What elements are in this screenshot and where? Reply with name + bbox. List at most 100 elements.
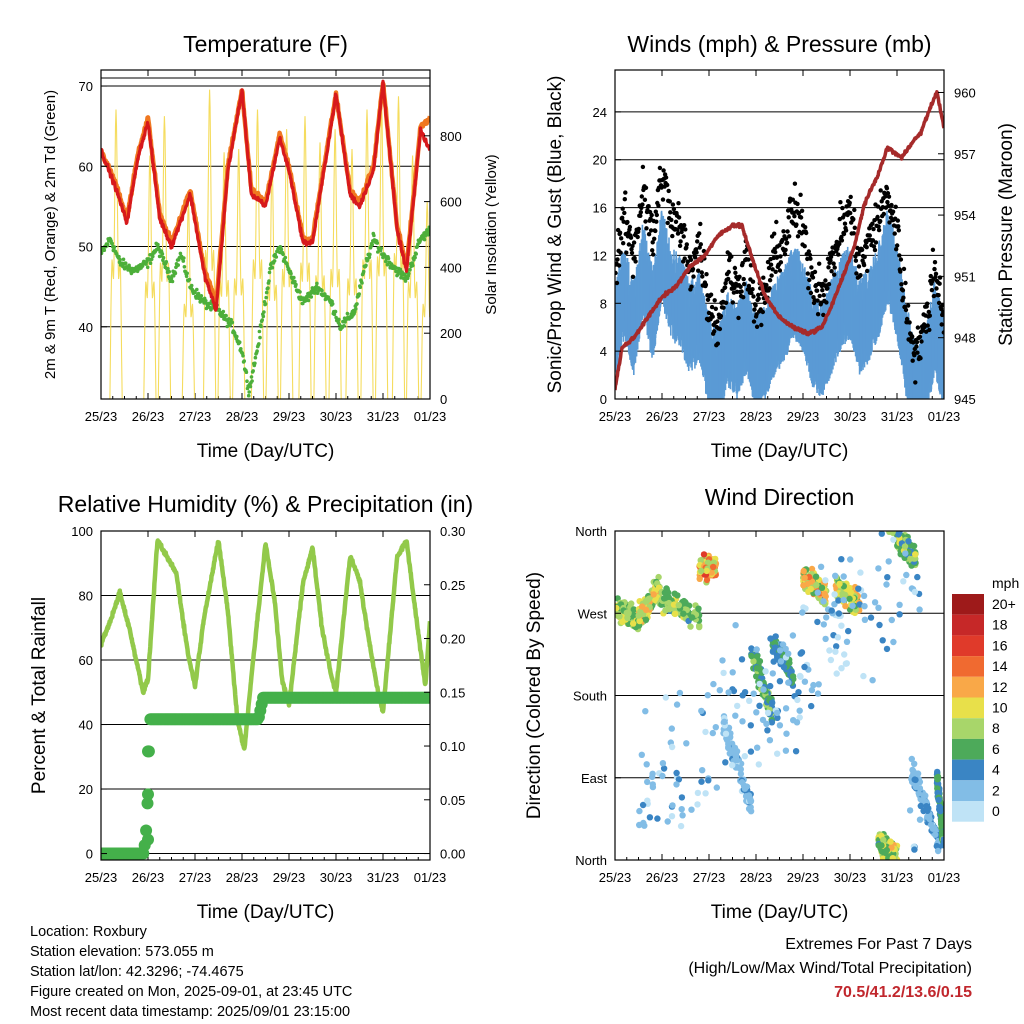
gust-point bbox=[739, 289, 744, 294]
dewpoint-point bbox=[225, 324, 229, 329]
dewpoint-point bbox=[121, 257, 126, 262]
gust-point bbox=[876, 227, 882, 233]
gust-point bbox=[821, 293, 826, 298]
solar-insolation-line bbox=[360, 109, 374, 399]
temperature-plot-area bbox=[101, 79, 430, 399]
gust-point bbox=[810, 275, 816, 280]
wind-direction-point bbox=[753, 646, 760, 653]
gust-point bbox=[926, 309, 931, 315]
gust-point bbox=[907, 320, 912, 325]
wind-direction-point bbox=[748, 652, 755, 660]
gust-point bbox=[705, 297, 711, 302]
winds-xtick-label: 27/23 bbox=[693, 409, 726, 424]
dewpoint-point bbox=[292, 275, 296, 280]
gust-point bbox=[640, 202, 645, 207]
gust-point bbox=[915, 325, 921, 330]
gust-point bbox=[704, 272, 709, 277]
dewpoint-point bbox=[305, 294, 309, 299]
dewpoint-point bbox=[360, 281, 364, 285]
gust-point bbox=[892, 231, 897, 236]
direction-xtick-label: 25/23 bbox=[599, 870, 632, 885]
dewpoint-point bbox=[224, 313, 228, 318]
gust-point bbox=[824, 300, 829, 305]
gust-point bbox=[652, 236, 657, 241]
gust-point bbox=[677, 243, 683, 248]
wind-direction-point bbox=[908, 755, 915, 763]
dewpoint-point bbox=[312, 291, 317, 295]
solar-insolation-line bbox=[202, 89, 217, 399]
dewpoint-point bbox=[230, 320, 235, 325]
gust-point bbox=[792, 214, 797, 219]
winds-y2tick-label: 954 bbox=[954, 208, 976, 223]
dewpoint-point bbox=[283, 255, 288, 260]
humidity-frame bbox=[100, 530, 431, 861]
gust-point bbox=[936, 300, 942, 306]
dewpoint-point bbox=[407, 271, 411, 276]
dewpoint-point bbox=[237, 340, 242, 345]
dewpoint-point bbox=[178, 251, 183, 256]
dewpoint-point bbox=[355, 302, 359, 306]
gust-point bbox=[732, 265, 738, 271]
humidity-xtick-label: 01/23 bbox=[414, 870, 447, 885]
gust-point bbox=[901, 266, 907, 272]
wind-direction-point bbox=[674, 592, 681, 599]
temperature-title: Temperature (F) bbox=[183, 31, 348, 57]
dewpoint-point bbox=[217, 307, 222, 312]
gust-point bbox=[633, 259, 638, 264]
wind-direction-point bbox=[934, 847, 942, 855]
wind-direction-point bbox=[741, 753, 748, 760]
dewpoint-point bbox=[320, 288, 324, 293]
humidity-ytick-label: 80 bbox=[79, 589, 93, 604]
dewpoint-point bbox=[270, 265, 275, 270]
gust-point bbox=[620, 215, 625, 220]
wind-direction-point bbox=[643, 597, 650, 605]
solar-insolation-line bbox=[157, 116, 172, 399]
gust-point bbox=[696, 268, 701, 273]
winds-title: Winds (mph) & Pressure (mb) bbox=[627, 31, 931, 57]
wind-direction-point bbox=[703, 576, 711, 584]
wind-direction-point bbox=[642, 616, 650, 623]
gust-point bbox=[710, 314, 715, 319]
dewpoint-point bbox=[294, 282, 298, 287]
gust-point bbox=[654, 212, 659, 218]
wind-direction-point bbox=[663, 586, 670, 593]
gust-point bbox=[628, 235, 634, 240]
temperature-panel: Temperature (F) Time (Day/UTC) 25/23 26/23 2… bbox=[42, 31, 500, 462]
gust-point bbox=[635, 234, 640, 240]
direction-xtick-label: 26/23 bbox=[646, 870, 679, 885]
gust-point bbox=[862, 254, 867, 260]
wind-direction-point bbox=[890, 536, 897, 543]
solar-insolation-line bbox=[279, 129, 294, 399]
gust-point bbox=[806, 249, 811, 254]
wind-direction-point bbox=[628, 600, 635, 607]
humidity-xtick-label: 25/23 bbox=[85, 870, 118, 885]
gust-point bbox=[929, 287, 935, 293]
dewpoint-point bbox=[263, 302, 268, 306]
gust-point bbox=[667, 199, 672, 204]
gust-point bbox=[815, 312, 821, 317]
gust-point bbox=[843, 228, 849, 233]
gust-point bbox=[646, 204, 651, 209]
gust-point bbox=[701, 248, 707, 254]
direction-title: Wind Direction bbox=[705, 484, 855, 510]
gust-point bbox=[654, 219, 659, 224]
dewpoint-point bbox=[361, 269, 366, 274]
gust-point bbox=[875, 214, 880, 220]
dewpoint-point bbox=[244, 370, 249, 375]
wind-direction-point bbox=[821, 590, 828, 598]
gust-point bbox=[742, 281, 747, 287]
winds-y2tick-label: 945 bbox=[954, 392, 976, 407]
gust-point bbox=[695, 239, 700, 244]
gust-point bbox=[665, 220, 670, 226]
dewpoint-point bbox=[117, 254, 121, 259]
gust-point bbox=[780, 237, 785, 243]
dewpoint-point bbox=[182, 256, 186, 260]
gust-point bbox=[794, 222, 799, 227]
humidity-y2tick-label: 0.00 bbox=[440, 847, 465, 862]
gust-point bbox=[848, 194, 853, 200]
gust-point bbox=[852, 207, 857, 213]
wind-direction-point bbox=[766, 737, 774, 744]
gust-point bbox=[617, 230, 623, 235]
winds-xtick-label: 25/23 bbox=[599, 409, 632, 424]
wind-direction-point bbox=[886, 531, 893, 535]
